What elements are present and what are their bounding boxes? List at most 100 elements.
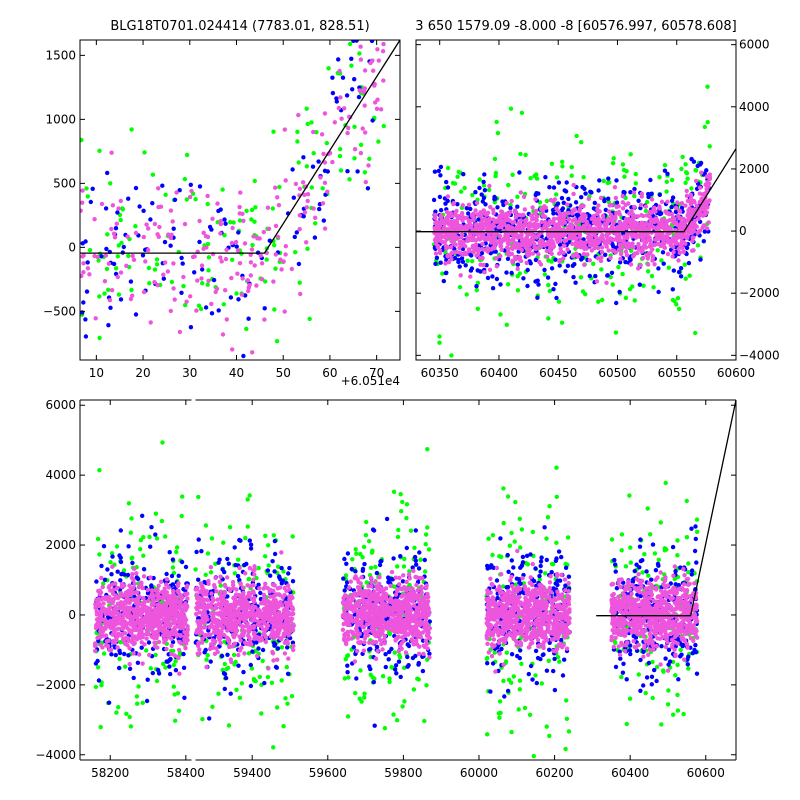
season-m-point xyxy=(636,266,641,271)
season-g-point xyxy=(569,165,574,170)
full-b-point xyxy=(146,640,152,645)
season-m-point xyxy=(697,185,703,190)
zoom-m-point xyxy=(133,230,139,236)
full-b-point xyxy=(135,576,141,582)
season-m-point xyxy=(599,255,604,260)
full-b-point xyxy=(653,568,659,573)
zoom-m-point xyxy=(205,193,210,199)
season-m-point xyxy=(696,216,701,221)
season-m-point xyxy=(473,208,478,213)
full-b-point xyxy=(148,544,153,549)
season-m-point xyxy=(540,240,546,245)
season-m-point xyxy=(530,213,535,218)
full-g-point xyxy=(694,529,700,534)
full-b-point xyxy=(374,570,380,576)
full-b-point xyxy=(398,554,403,559)
season-g-point xyxy=(705,120,710,125)
full-b-point xyxy=(638,657,643,663)
full-b-point xyxy=(153,532,158,537)
zoom-m-point xyxy=(322,180,328,185)
zoom-m-point xyxy=(184,299,189,304)
full-g-point xyxy=(686,570,691,575)
full-b-point xyxy=(405,642,410,647)
full-g-point xyxy=(664,547,669,552)
full-g-point xyxy=(407,582,412,588)
season-m-point xyxy=(506,249,511,254)
zoom-g-point xyxy=(381,123,386,129)
full-b-point xyxy=(207,716,212,721)
season-b-point xyxy=(481,195,487,201)
full-g-point xyxy=(193,567,198,572)
season-m-point xyxy=(463,244,468,249)
zoom-m-point xyxy=(358,44,363,49)
season-m-point xyxy=(693,178,699,184)
season-b-point xyxy=(661,261,666,266)
season-g-point xyxy=(669,177,675,183)
season-b-point xyxy=(436,168,441,174)
zoom-g-point xyxy=(146,265,152,271)
zoom-m-point xyxy=(177,329,183,335)
season-g-point xyxy=(624,169,629,174)
full-g-point xyxy=(659,722,664,727)
full-b-point xyxy=(277,574,282,579)
full-g-point xyxy=(358,668,363,673)
season-g-point xyxy=(657,175,662,180)
season-m-point xyxy=(683,203,688,208)
zoom-g-point xyxy=(198,306,204,312)
full-b-point xyxy=(194,549,199,555)
season-b-point xyxy=(574,212,580,217)
full-b-point xyxy=(405,654,410,660)
season-g-point xyxy=(606,199,611,205)
full-b-point xyxy=(416,662,421,667)
zoom-g-point xyxy=(338,168,344,173)
season-m-point xyxy=(631,214,637,219)
season-xtick-label: 60600 xyxy=(717,366,755,380)
season-b-point xyxy=(438,173,443,178)
season-b-point xyxy=(452,255,458,261)
season-b-point xyxy=(432,169,438,174)
season-m-point xyxy=(460,211,465,216)
season-g-point xyxy=(680,154,685,160)
zoom-g-point xyxy=(222,233,227,238)
zoom-g-point xyxy=(96,258,101,263)
zoom-m-point xyxy=(92,217,97,222)
zoom-m-point xyxy=(318,175,323,180)
zoom-m-point xyxy=(93,316,98,321)
season-m-point xyxy=(458,273,463,278)
season-b-point xyxy=(678,274,684,279)
full-b-point xyxy=(537,573,542,579)
season-m-point xyxy=(518,190,523,195)
full-g-point xyxy=(216,691,221,696)
full-b-point xyxy=(519,563,525,568)
season-m-point xyxy=(551,244,557,249)
full-b-point xyxy=(383,652,388,657)
season-m-point xyxy=(649,197,655,202)
zoom-b-point xyxy=(291,195,296,200)
zoom-m-point xyxy=(375,97,380,102)
full-g-point xyxy=(497,554,502,559)
zoom-m-point xyxy=(110,203,116,208)
full-b-point xyxy=(544,557,549,563)
full-b-point xyxy=(659,644,664,649)
full-b-point xyxy=(552,687,558,693)
season-m-point xyxy=(543,214,548,220)
season-data-points xyxy=(431,84,713,358)
season-b-point xyxy=(478,269,483,274)
season-m-point xyxy=(487,216,492,221)
zoom-b-point xyxy=(188,325,194,330)
season-m-point xyxy=(647,214,652,219)
season-b-point xyxy=(554,295,559,301)
season-g-point xyxy=(666,265,671,270)
season-b-point xyxy=(592,200,597,206)
full-b-point xyxy=(673,569,678,574)
season-m-point xyxy=(691,248,696,253)
season-b-point xyxy=(684,245,690,251)
season-m-point xyxy=(587,258,592,263)
full-g-point xyxy=(642,552,647,557)
zoom-m-point xyxy=(144,222,149,227)
full-b-point xyxy=(127,666,133,671)
full-b-point xyxy=(260,647,266,653)
full-g-point xyxy=(140,700,145,705)
zoom-m-point xyxy=(362,86,368,91)
season-m-point xyxy=(489,247,494,252)
